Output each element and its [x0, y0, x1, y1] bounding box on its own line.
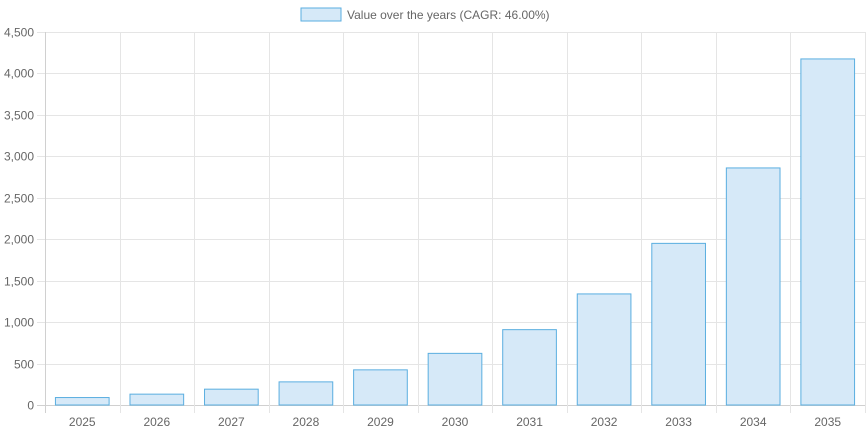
bars: [54, 58, 856, 406]
bar-2031[interactable]: [502, 329, 557, 406]
legend-label: Value over the years (CAGR: 46.00%): [347, 8, 550, 22]
y-tick-label: 500: [14, 358, 34, 372]
bar-2035[interactable]: [800, 58, 856, 406]
y-tick-label: 3,000: [4, 150, 34, 164]
y-tick-label: 2,500: [4, 192, 34, 206]
bar-2030[interactable]: [427, 352, 483, 406]
x-tick-label: 2028: [293, 415, 320, 429]
legend-swatch: [300, 7, 342, 22]
x-tick-label: 2032: [591, 415, 618, 429]
y-axis: 0 500 1,000 1,500 2,000 2,500 3,000 3,500 4,000 4…: [4, 26, 34, 413]
bar-2026[interactable]: [129, 393, 185, 406]
y-tick-label: 3,500: [4, 109, 34, 123]
y-tick-label: 0: [27, 399, 34, 413]
x-tick-label: 2034: [740, 415, 767, 429]
bar-2029[interactable]: [353, 369, 408, 406]
x-tick-label: 2027: [218, 415, 245, 429]
y-tick-label: 2,000: [4, 233, 34, 247]
bar-2027[interactable]: [204, 388, 259, 406]
x-tick-label: 2035: [814, 415, 841, 429]
x-tick-label: 2026: [143, 415, 170, 429]
bar-2025[interactable]: [54, 397, 110, 406]
x-tick-label: 2033: [665, 415, 692, 429]
x-tick-label: 2030: [442, 415, 469, 429]
y-tick-label: 1,000: [4, 316, 34, 330]
x-axis: 2025 2026 2027 2028 2029 2030 2031 2032 2033 2034…: [69, 415, 841, 429]
x-tick-label: 2029: [367, 415, 394, 429]
bar-2034[interactable]: [725, 167, 781, 406]
x-tick-label: 2025: [69, 415, 96, 429]
y-tick-label: 4,000: [4, 67, 34, 81]
bar-2032[interactable]: [576, 293, 632, 406]
x-tick-label: 2031: [516, 415, 543, 429]
bar-2028[interactable]: [278, 381, 334, 406]
y-tick-label: 1,500: [4, 275, 34, 289]
legend[interactable]: Value over the years (CAGR: 46.00%): [300, 7, 550, 22]
bar-2033[interactable]: [651, 242, 706, 406]
y-tick-label: 4,500: [4, 26, 34, 40]
